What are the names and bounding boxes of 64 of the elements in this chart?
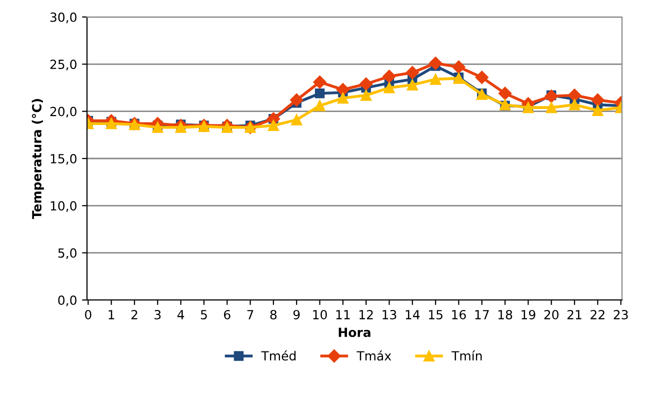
x-tick-label: 6 xyxy=(224,310,230,320)
legend-label: Tmáx xyxy=(356,350,392,361)
x-tick-label: 21 xyxy=(567,310,582,320)
x-tick-label: 5 xyxy=(200,310,207,320)
point xyxy=(291,114,302,126)
point xyxy=(568,88,582,102)
x-tick-label: 9 xyxy=(293,310,300,320)
x-tick-label: 8 xyxy=(270,310,277,320)
point xyxy=(359,77,373,91)
point xyxy=(498,86,512,100)
point xyxy=(452,60,466,74)
x-tick-label: 13 xyxy=(382,310,396,320)
x-tick-label: 12 xyxy=(360,310,373,320)
point xyxy=(382,70,396,84)
legend-label: Tmín xyxy=(452,350,482,360)
point xyxy=(360,90,372,101)
y-tick-label: 5,0 xyxy=(58,248,76,260)
point xyxy=(314,100,326,112)
x-tick-label: 10 xyxy=(313,310,327,320)
point xyxy=(290,93,304,107)
point xyxy=(384,82,395,94)
point xyxy=(406,79,418,90)
point xyxy=(406,66,419,80)
point xyxy=(428,56,442,70)
x-tick-label: 18 xyxy=(498,310,512,320)
point xyxy=(546,102,557,114)
point xyxy=(314,88,325,98)
x-tick-label: 14 xyxy=(406,310,420,320)
y-tick-label: 10,0 xyxy=(50,201,76,212)
x-tick-label: 23 xyxy=(614,310,628,320)
x-tick-label: 1 xyxy=(108,310,114,320)
y-tick-label: 25,0 xyxy=(50,60,76,70)
x-tick-label: 0 xyxy=(85,310,92,320)
x-tick-label: 19 xyxy=(522,310,536,320)
point xyxy=(568,99,580,110)
y-tick-label: 20,0 xyxy=(50,106,76,118)
x-tick-label: 17 xyxy=(475,310,489,320)
point xyxy=(430,74,442,85)
x-tick-label: 11 xyxy=(336,310,350,320)
point xyxy=(337,92,348,104)
x-tick-label: 4 xyxy=(177,310,184,320)
point xyxy=(106,118,117,130)
point xyxy=(268,120,279,132)
x-tick-label: 15 xyxy=(428,310,442,320)
x-tick-label: 7 xyxy=(247,310,254,320)
legend-label: Tméd xyxy=(261,350,296,361)
x-tick-label: 20 xyxy=(544,310,558,320)
y-tick-label: 30,0 xyxy=(50,12,76,24)
point xyxy=(152,122,164,133)
x-tick-label: 22 xyxy=(590,310,604,320)
point xyxy=(544,90,558,103)
point xyxy=(336,83,350,96)
x-tick-label: 2 xyxy=(131,310,138,320)
y-tick-label: 15,0 xyxy=(50,154,76,165)
y-tick-label: 0,0 xyxy=(58,295,76,306)
point xyxy=(475,70,488,84)
y-axis-title: Temperatura (°C) xyxy=(32,99,44,219)
x-tick-label: 16 xyxy=(452,310,466,320)
point xyxy=(175,122,186,133)
point xyxy=(592,104,604,116)
point xyxy=(313,76,326,89)
x-tick-label: 3 xyxy=(154,310,161,320)
point xyxy=(591,93,604,107)
x-axis-title: Hora xyxy=(338,328,370,338)
